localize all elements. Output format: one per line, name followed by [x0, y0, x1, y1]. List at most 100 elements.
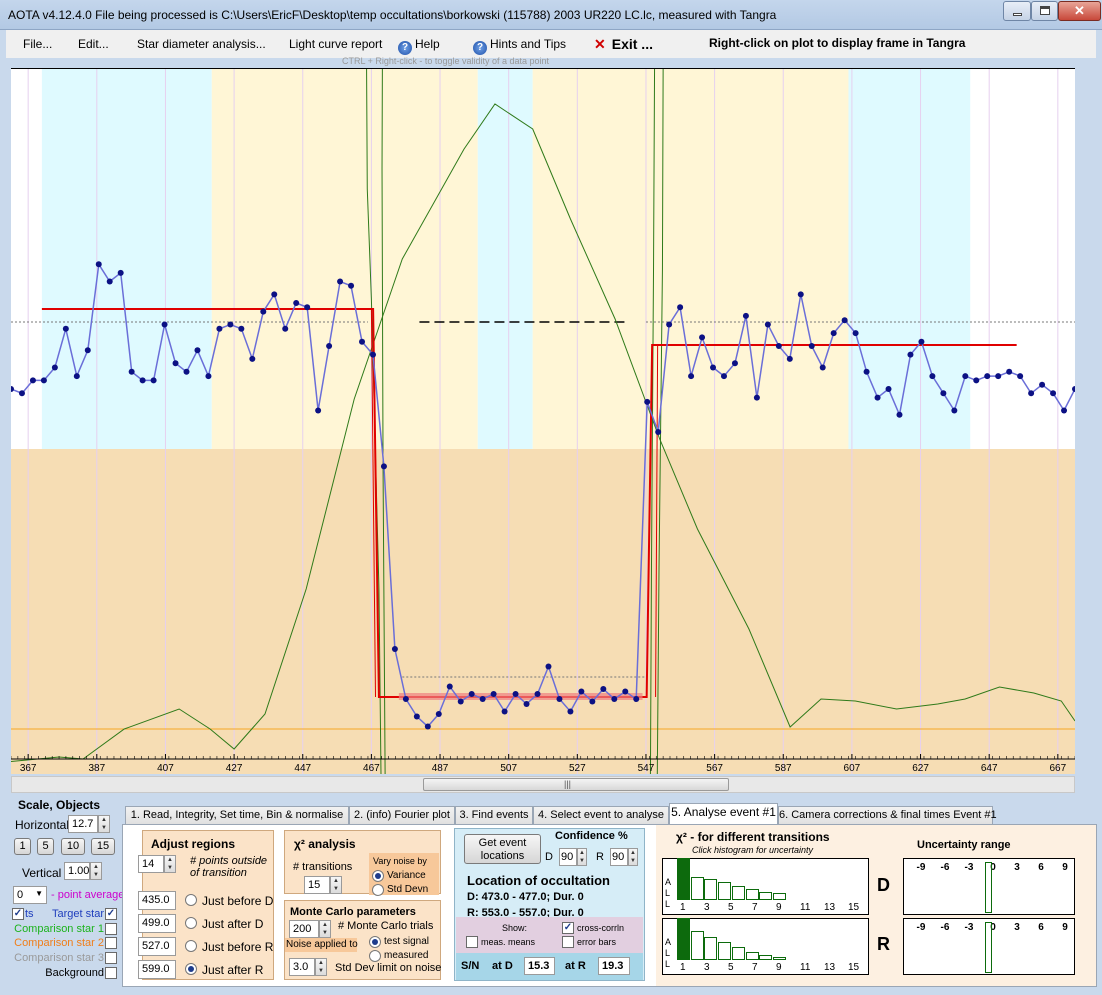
- menu-star-diameter[interactable]: Star diameter analysis...: [137, 37, 266, 51]
- hist-d-bar-2[interactable]: [704, 879, 717, 900]
- light-curve-plot[interactable]: 367 387 407 427 447 467 487 507 527 547 567 587 607 6…: [11, 68, 1075, 774]
- hist-r-bar-7[interactable]: [773, 957, 786, 960]
- zoom-5-button[interactable]: 5: [37, 838, 54, 855]
- tab-3[interactable]: 3. Find events: [455, 806, 533, 825]
- region-input-3[interactable]: 599.0: [138, 960, 176, 979]
- legend-checkbox-2[interactable]: [105, 937, 117, 949]
- hist-r-bar-1[interactable]: [691, 931, 704, 960]
- data-point: [117, 269, 124, 276]
- horizontal-spinner[interactable]: ▲ ▼: [98, 815, 110, 833]
- data-point: [775, 343, 782, 349]
- menu-exit[interactable]: ✕ Exit ...: [594, 36, 653, 53]
- conf-d-input[interactable]: 90: [559, 848, 577, 866]
- menu-edit[interactable]: Edit...: [78, 37, 109, 51]
- hist-r-bar-0[interactable]: [677, 918, 690, 960]
- trials-input[interactable]: 200: [289, 920, 319, 938]
- chi2-analysis-group: χ² analysis # transitions 15 ▲ ▼ Vary noi…: [284, 830, 441, 896]
- point-average-select[interactable]: 0 ▼: [13, 886, 47, 904]
- menu-hints[interactable]: ? Hints and Tips: [473, 37, 566, 55]
- horizontal-scale-input[interactable]: 12.7: [68, 815, 98, 833]
- std-devn-radio[interactable]: [372, 884, 384, 896]
- vertical-scale-input[interactable]: 1.00: [64, 862, 90, 880]
- menu-help[interactable]: ? Help: [398, 37, 440, 55]
- unc-d-marker: [985, 862, 992, 913]
- legend-checkbox-0[interactable]: ✓: [105, 908, 117, 920]
- hist-d-bar-7[interactable]: [773, 893, 786, 900]
- hist-r-bar-5[interactable]: [746, 952, 759, 960]
- data-point: [271, 291, 278, 298]
- zoom-10-button[interactable]: 10: [61, 838, 85, 855]
- window-title: AOTA v4.12.4.0 File being processed is C…: [8, 8, 777, 22]
- legend-checkbox-3[interactable]: [105, 952, 117, 964]
- tab-4[interactable]: 4. Select event to analyse: [533, 806, 669, 825]
- maximize-button[interactable]: [1031, 1, 1058, 21]
- std-limit-spinner[interactable]: ▲ ▼: [315, 958, 327, 976]
- hist-r-bar-6[interactable]: [759, 955, 772, 960]
- hist-d-bar-3[interactable]: [718, 882, 731, 900]
- meas-means-checkbox[interactable]: [466, 936, 478, 948]
- data-point: [808, 343, 815, 349]
- region-radio-1[interactable]: [185, 917, 197, 929]
- plot-scrollbar[interactable]: |||: [11, 776, 1075, 793]
- tab-6[interactable]: 6. Camera corrections & final times Even…: [778, 806, 997, 825]
- zoom-1-button[interactable]: 1: [14, 838, 31, 855]
- points-outside-spinner[interactable]: ▲ ▼: [164, 855, 176, 873]
- x-tick-label: 607: [844, 763, 861, 774]
- chi2-edge-r1: [649, 69, 656, 774]
- data-point: [479, 696, 486, 702]
- zoom-15-button[interactable]: 15: [91, 838, 115, 855]
- hist-r-bar-4[interactable]: [732, 947, 745, 960]
- data-point: [874, 394, 881, 401]
- trials-spinner[interactable]: ▲ ▼: [319, 920, 331, 938]
- chi2-histogram-r[interactable]: A L L 1 3 5 7 9 11 13 15: [662, 918, 869, 975]
- hist-d-bar-4[interactable]: [732, 886, 745, 900]
- region-input-2[interactable]: 527.0: [138, 937, 176, 956]
- legend-checkbox-4[interactable]: [105, 967, 117, 979]
- region-radio-0[interactable]: [185, 894, 197, 906]
- hist-d-ylabel: L: [665, 899, 671, 909]
- hist-d-bar-6[interactable]: [759, 892, 772, 900]
- region-radio-3[interactable]: [185, 963, 197, 975]
- variance-radio[interactable]: [372, 870, 384, 882]
- scroll-thumb[interactable]: |||: [423, 778, 729, 791]
- get-event-locations-button[interactable]: Get event locations: [464, 834, 541, 864]
- error-bars-checkbox[interactable]: [562, 936, 574, 948]
- hist-r-bar-2[interactable]: [704, 937, 717, 960]
- conf-d-spinner[interactable]: ▲ ▼: [577, 848, 587, 866]
- minimize-button[interactable]: [1003, 1, 1031, 21]
- measured-label: measured: [384, 950, 429, 961]
- points-checkbox[interactable]: ✓: [12, 908, 24, 920]
- conf-r-spinner[interactable]: ▲ ▼: [628, 848, 638, 866]
- measured-radio[interactable]: [369, 950, 381, 962]
- location-d-line: D: 473.0 - 477.0; Dur. 0: [467, 891, 584, 903]
- hist-r-bar-3[interactable]: [718, 942, 731, 960]
- hist-d-bar-1[interactable]: [691, 877, 704, 900]
- transitions-input[interactable]: 15: [304, 876, 330, 894]
- hist-d-bar-0[interactable]: [677, 858, 690, 900]
- menu-light-curve-report[interactable]: Light curve report: [289, 37, 383, 51]
- tab-1[interactable]: 1. Read, Integrity, Set time, Bin & norm…: [125, 806, 349, 825]
- region-input-1[interactable]: 499.0: [138, 914, 176, 933]
- close-button[interactable]: ✕: [1058, 1, 1101, 21]
- tab-2[interactable]: 2. (info) Fourier plot: [349, 806, 455, 825]
- region-radio-2[interactable]: [185, 940, 197, 952]
- conf-r-input[interactable]: 90: [610, 848, 628, 866]
- menu-file[interactable]: File...: [23, 37, 53, 51]
- hist-d-bar-5[interactable]: [746, 889, 759, 900]
- unc-d-tick: 0: [990, 862, 996, 873]
- cross-corr-checkbox[interactable]: ✓: [562, 922, 574, 934]
- region-input-0[interactable]: 435.0: [138, 891, 176, 910]
- legend-checkbox-1[interactable]: [105, 923, 117, 935]
- vertical-spinner[interactable]: ▲ ▼: [90, 862, 102, 880]
- std-limit-input[interactable]: 3.0: [289, 958, 315, 976]
- data-point: [742, 312, 749, 319]
- confidence-label: Confidence %: [555, 830, 628, 842]
- transitions-spinner[interactable]: ▲ ▼: [330, 876, 342, 894]
- conf-d-label: D: [545, 851, 553, 863]
- tab-5[interactable]: 5. Analyse event #1: [669, 803, 778, 826]
- exit-icon: ✕: [594, 36, 606, 52]
- points-outside-input[interactable]: 14: [138, 855, 164, 873]
- chi2-histogram-d[interactable]: A L L 1 3 5 7 9 11 13 15: [662, 858, 869, 915]
- vary-noise-label: Vary noise by: [373, 856, 427, 866]
- test-signal-radio[interactable]: [369, 936, 381, 948]
